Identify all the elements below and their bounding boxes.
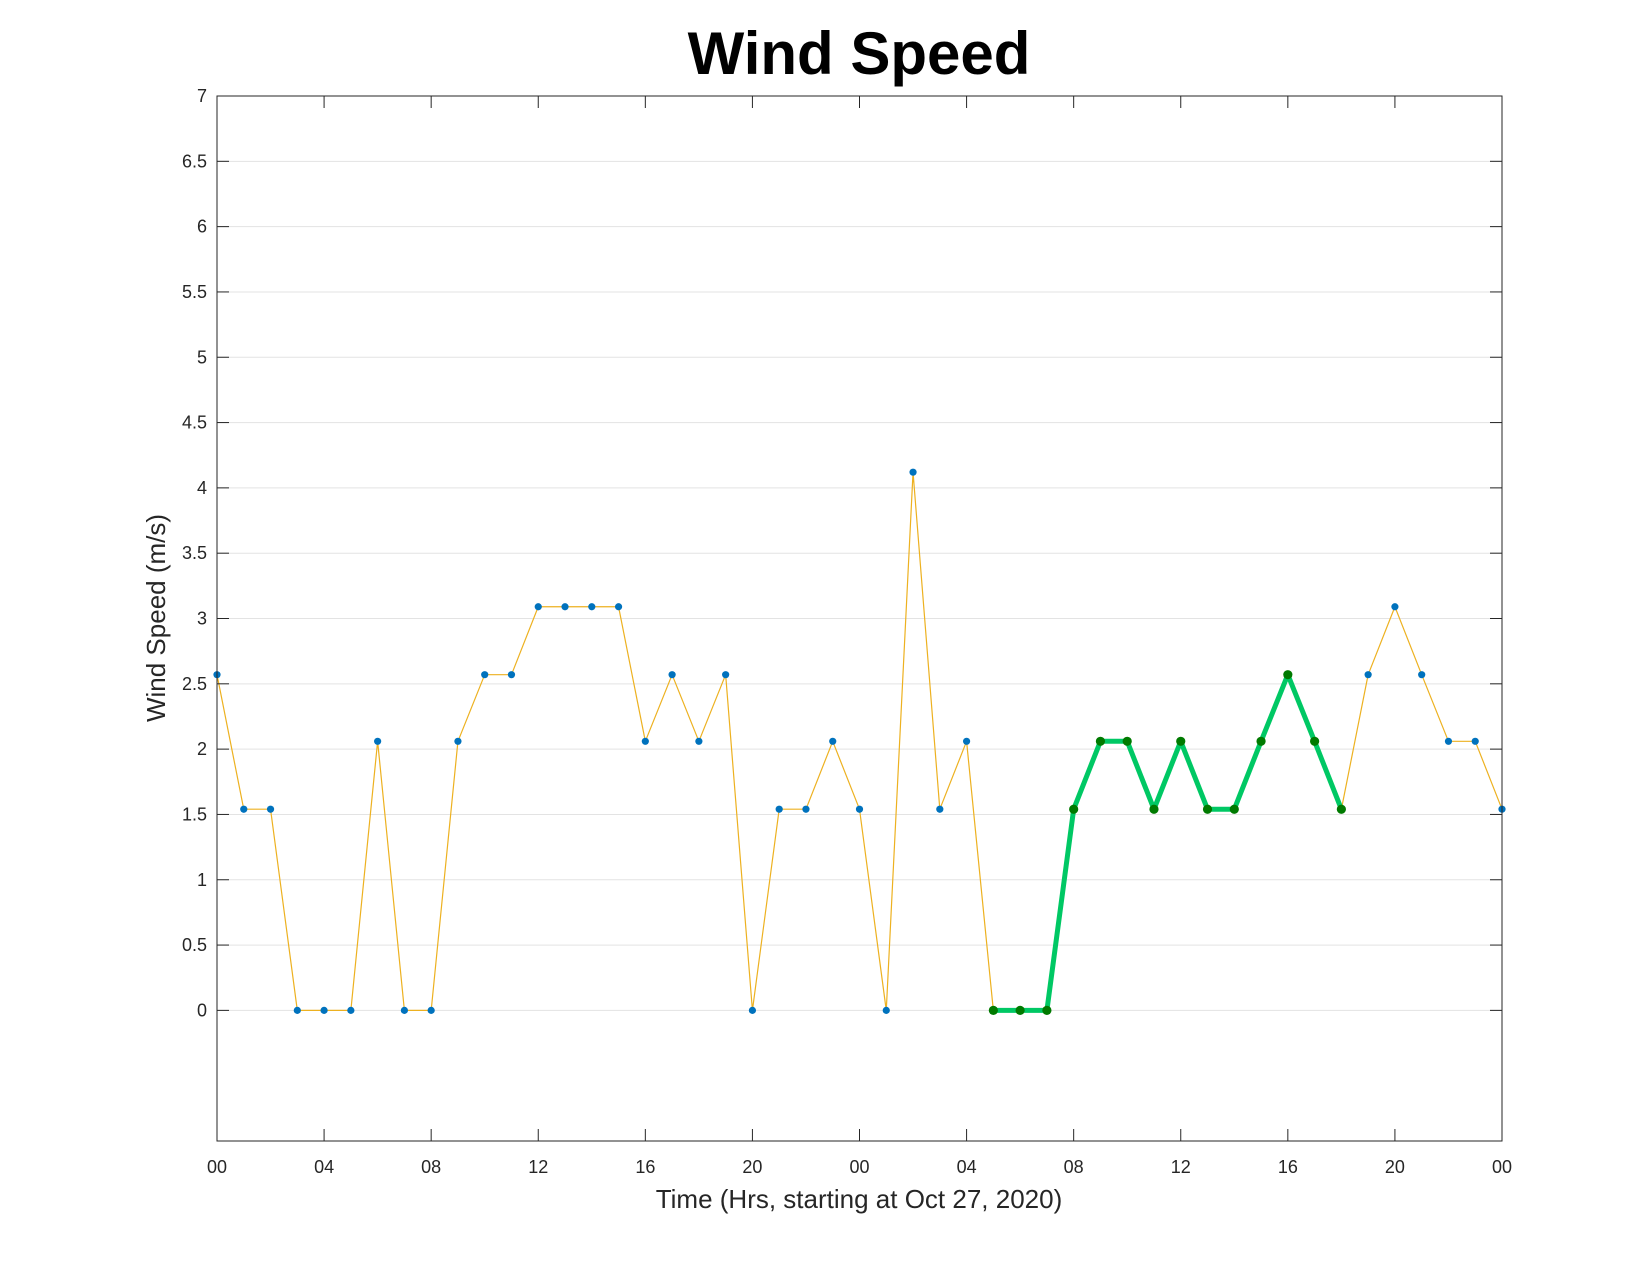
y-tick-label: 1 <box>197 870 207 890</box>
series-main-point <box>347 1006 355 1014</box>
series-main-point <box>293 1006 301 1014</box>
x-tick-label: 12 <box>1171 1157 1191 1177</box>
series-main-point <box>1471 737 1479 745</box>
x-tick-label: 20 <box>742 1157 762 1177</box>
series-highlight-point <box>1122 736 1132 746</box>
series-highlight-point <box>1042 1005 1052 1015</box>
series-main-point <box>882 1006 890 1014</box>
series-highlight-point <box>1149 804 1159 814</box>
series-main-point <box>427 1006 435 1014</box>
x-tick-label: 20 <box>1385 1157 1405 1177</box>
series-main-point <box>507 671 516 679</box>
series-highlight-point <box>1015 1005 1025 1015</box>
series-main-point <box>534 603 542 611</box>
y-tick-label: 5 <box>197 347 207 367</box>
x-tick-label: 16 <box>1278 1157 1298 1177</box>
series-main-point <box>588 603 596 611</box>
series-highlight-line <box>993 672 1344 1013</box>
x-tick-label: 08 <box>1064 1157 1084 1177</box>
series-main-point <box>614 603 623 611</box>
y-tick-label: 2.5 <box>182 674 207 694</box>
chart-title: Wind Speed <box>688 20 1031 87</box>
series-highlight-point <box>988 1005 998 1015</box>
series-main-point <box>722 671 730 679</box>
series-main-point <box>748 1006 757 1014</box>
series-highlight-point <box>1202 804 1213 814</box>
series-highlight-point <box>1256 736 1266 746</box>
series-main-point <box>855 805 864 813</box>
series-highlight-point <box>1176 736 1186 746</box>
y-tick-label: 3 <box>197 609 207 629</box>
x-tick-label: 00 <box>207 1157 227 1177</box>
series-main-point <box>1391 603 1399 611</box>
series-highlight-point <box>1336 804 1346 814</box>
series-highlight-point <box>1283 670 1293 680</box>
series-main-point <box>481 671 489 679</box>
x-axis-label: Time (Hrs, starting at Oct 27, 2020) <box>656 1184 1063 1214</box>
y-tick-label: 6 <box>197 217 207 237</box>
x-tick-label: 04 <box>957 1157 977 1177</box>
series-highlight-point <box>1095 736 1106 746</box>
y-tick-label: 0 <box>197 1000 207 1020</box>
series-highlight-point <box>1229 804 1239 814</box>
series-main-point <box>962 737 971 745</box>
series-main-point <box>266 805 275 813</box>
y-tick-label: 4 <box>197 478 207 498</box>
series-main-point <box>936 805 944 813</box>
y-tick-label: 1.5 <box>182 804 207 824</box>
x-tick-label: 08 <box>421 1157 441 1177</box>
series-main-point <box>829 737 837 745</box>
y-tick-label: 7 <box>197 86 207 106</box>
y-tick-label: 4.5 <box>182 413 207 433</box>
y-tick-label: 3.5 <box>182 543 207 563</box>
series-main-point <box>400 1006 408 1014</box>
series-main-point <box>775 805 783 813</box>
series-main-point <box>641 737 649 745</box>
x-tick-label: 04 <box>314 1157 334 1177</box>
x-tick-label: 16 <box>635 1157 655 1177</box>
series-highlight-point <box>1069 804 1079 814</box>
x-tick-label: 00 <box>849 1157 869 1177</box>
series-main-point <box>1418 671 1426 679</box>
series-main-point <box>320 1006 328 1014</box>
series-main-point <box>374 737 382 745</box>
y-tick-label: 0.5 <box>182 935 207 955</box>
series-main-point <box>1444 737 1453 745</box>
series-main-point <box>668 671 676 679</box>
series-main-point <box>1364 671 1372 679</box>
series-main-point <box>561 603 569 611</box>
series-main-point <box>240 805 248 813</box>
y-axis-label: Wind Speed (m/s) <box>141 514 171 722</box>
series-main-point <box>454 737 462 745</box>
series-main-point <box>695 737 703 745</box>
series-main-point <box>909 468 917 476</box>
ticks: 0 0.5 1 1.5 2 2.5 3 3.5 4 4.5 5 5.5 6 6.5 7 00 04 08 12 16 2… <box>182 86 1512 1177</box>
series-main-point <box>802 805 810 813</box>
y-tick-label: 2 <box>197 739 207 759</box>
y-tick-label: 5.5 <box>182 282 207 302</box>
x-tick-label: 12 <box>528 1157 548 1177</box>
series-highlight-point <box>1310 736 1320 746</box>
y-tick-label: 6.5 <box>182 151 207 171</box>
x-tick-label: 00 <box>1492 1157 1512 1177</box>
series <box>213 468 1506 1015</box>
